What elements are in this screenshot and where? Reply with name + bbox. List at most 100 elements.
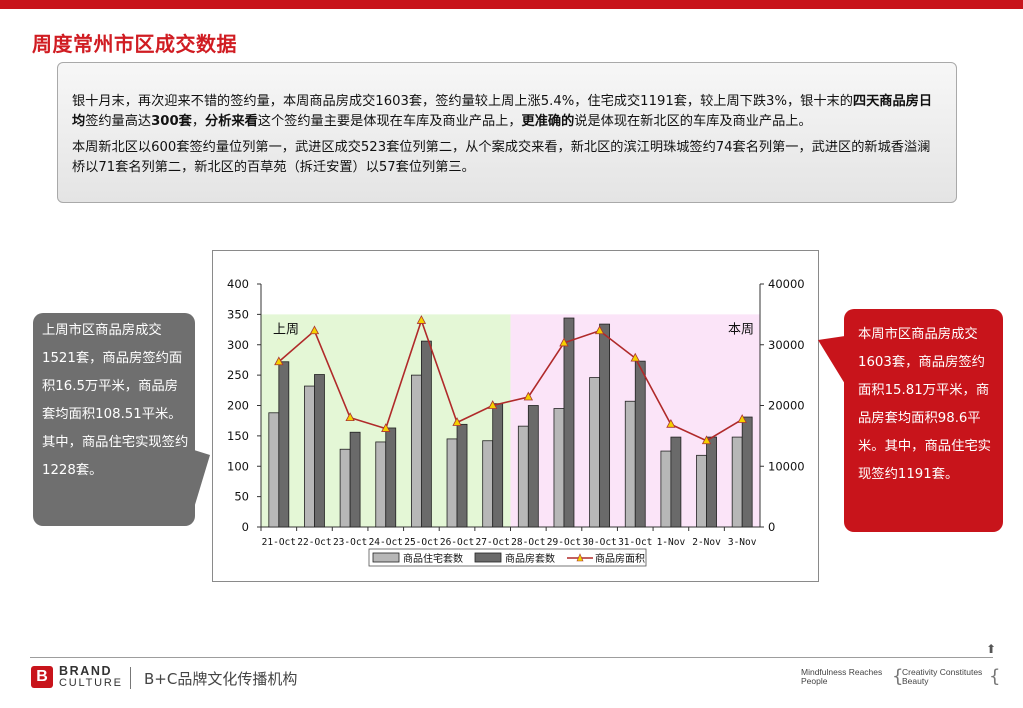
x-tick-label: 1-Nov — [657, 537, 686, 548]
tagline-right-line-1: Creativity Constitutes — [902, 667, 983, 677]
bar-commercial-6 — [492, 403, 504, 528]
area-point-1 — [309, 325, 320, 335]
bar-commercial-10 — [634, 360, 646, 528]
bar-commercial-5 — [456, 423, 468, 528]
organization-name: B+C品牌文化传播机构 — [144, 670, 298, 688]
bar-residential-9 — [589, 377, 601, 528]
left-y-tick-label: 0 — [242, 520, 249, 534]
top-accent-bar — [0, 0, 1023, 9]
summary-bold: 300套 — [151, 114, 192, 129]
bar-commercial-12 — [706, 436, 717, 528]
bar-residential-8 — [553, 408, 565, 528]
bar-commercial-7 — [527, 405, 539, 528]
logo-culture-text: CULTURE — [59, 677, 123, 689]
bar-residential-5 — [446, 438, 458, 528]
bar-commercial-4 — [420, 340, 432, 528]
this-week-callout-tail — [818, 336, 845, 384]
tagline-right: Creativity Constitutes Beauty — [902, 668, 982, 686]
bar-commercial-8 — [563, 317, 575, 528]
bar-commercial-11 — [670, 436, 682, 528]
logo-brand-text: BRAND — [59, 664, 113, 678]
summary-paragraph-2: 本周新北区以600套签约量位列第一，武进区成交523套位列第二，从个案成交来看，… — [72, 140, 931, 175]
right-y-tick-label: 20000 — [768, 399, 805, 413]
tagline-right-line-2: Beauty — [902, 676, 929, 686]
legend-label-commercial: 商品房套数 — [505, 552, 555, 565]
area-point-13 — [737, 414, 747, 423]
right-y-tick-label: 40000 — [768, 277, 805, 291]
summary-text: 这个签约量主要是体现在车库及商业产品上， — [257, 114, 522, 129]
transaction-chart: 上周 本周 0 50 100 150 200 250 300 350 400 0 10000 20000 3… — [227, 277, 805, 567]
x-tick-label: 26-Oct — [440, 537, 474, 548]
bar-residential-10 — [624, 400, 636, 528]
bar-commercial-2 — [349, 431, 361, 528]
summary-text: ， — [191, 114, 206, 129]
bar-commercial-1 — [314, 374, 325, 528]
right-y-tick-label: 10000 — [768, 459, 805, 473]
area-point-9 — [594, 325, 605, 335]
summary-text: 说是体现在新北区的 — [574, 114, 693, 129]
summary-box: 银十月末，再次迎来不错的签约量，本周商品房成交1603套，签约量较上周上涨5.4… — [57, 62, 957, 203]
summary-text: 签约量高达 — [85, 114, 152, 129]
area-point-10 — [630, 352, 640, 362]
summary-bold: 更准确的 — [521, 114, 575, 129]
left-y-tick-label: 400 — [227, 277, 249, 291]
area-point-11 — [666, 418, 676, 428]
bar-residential-1 — [304, 385, 315, 528]
summary-bold: 四天商品房日均 — [72, 94, 933, 129]
bar-residential-11 — [660, 450, 672, 528]
legend-swatch-commercial — [474, 552, 502, 563]
right-y-tick-label: 0 — [768, 520, 775, 534]
legend-label-residential: 商品住宅套数 — [403, 552, 463, 565]
region-label-this-week: 本周 — [728, 322, 754, 337]
x-tick-label: 30-Oct — [582, 537, 616, 548]
bar-commercial-9 — [599, 323, 611, 528]
x-tick-label: 21-Oct — [262, 537, 296, 548]
area-point-6 — [488, 400, 498, 409]
bar-commercial-3 — [385, 427, 397, 528]
area-point-4 — [416, 315, 427, 324]
tagline-left-line-2: People — [801, 676, 828, 686]
tagline-left-line-1: Mindfulness Reaches — [801, 667, 883, 677]
area-point-0 — [274, 356, 284, 366]
x-tick-label: 23-Oct — [333, 537, 367, 548]
x-tick-label: 22-Oct — [297, 537, 331, 548]
last-week-callout-tail — [194, 450, 210, 508]
legend-label-area: 商品房面积 — [595, 552, 645, 565]
legend-swatch-residential — [372, 552, 400, 563]
legend-marker-area — [576, 553, 584, 562]
summary-bold: 分析来看 — [205, 114, 258, 129]
area-point-2 — [345, 412, 355, 422]
x-tick-label: 29-Oct — [547, 537, 581, 548]
x-tick-label: 31-Oct — [618, 537, 652, 548]
x-tick-label: 27-Oct — [476, 537, 510, 548]
region-label-last-week: 上周 — [273, 322, 299, 337]
summary-paragraph-1: 银十月末，再次迎来不错的签约量，本周商品房成交1603套，签约量较上周上涨5.4… — [72, 92, 942, 132]
tagline-left: Mindfulness Reaches People — [801, 668, 882, 686]
bar-residential-2 — [339, 448, 351, 528]
bar-residential-4 — [410, 374, 422, 528]
last-week-callout: 上周市区商品房成交1521套，商品房签约面积16.5万平米，商品房套均面积108… — [33, 313, 195, 526]
legend-box — [368, 548, 647, 567]
left-y-tick-label: 200 — [227, 399, 249, 413]
bar-residential-3 — [375, 441, 387, 528]
left-y-tick-label: 350 — [227, 307, 249, 321]
summary-text: 车库及商业产品上。 — [692, 114, 812, 129]
left-y-tick-label: 100 — [227, 459, 249, 473]
bar-commercial-0 — [278, 361, 290, 528]
area-point-8 — [559, 337, 569, 347]
left-y-tick-label: 150 — [227, 429, 249, 443]
bar-commercial-13 — [741, 416, 753, 528]
x-tick-label: 24-Oct — [369, 537, 403, 548]
bar-residential-7 — [517, 425, 529, 528]
bar-residential-13 — [731, 436, 743, 528]
left-y-tick-label: 50 — [234, 490, 249, 504]
bar-residential-12 — [696, 454, 707, 528]
brand-logo-icon: B — [31, 666, 53, 688]
x-tick-label: 2-Nov — [692, 537, 721, 548]
up-arrow-icon[interactable]: ⬆ — [986, 642, 997, 656]
area-point-5 — [452, 417, 462, 426]
bar-residential-0 — [268, 412, 280, 528]
left-y-tick-label: 300 — [227, 338, 249, 352]
x-tick-label: 28-Oct — [511, 537, 545, 548]
logo-separator — [130, 667, 131, 689]
